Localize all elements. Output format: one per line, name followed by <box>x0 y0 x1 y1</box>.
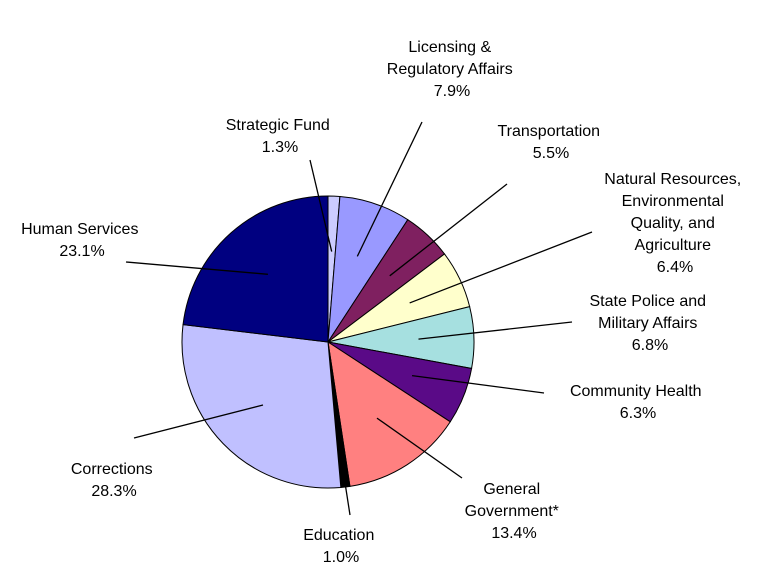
leader-line-general-government <box>376 417 463 479</box>
pie-slice-general-government <box>327 340 451 487</box>
leader-line-corrections <box>133 404 264 439</box>
label-natural-resources-line2: Environmental <box>622 193 724 210</box>
label-strategic-fund: Strategic Fund 1.3% <box>226 117 335 156</box>
label-general-government-value: 13.4% <box>491 525 536 542</box>
leader-line-strategic-fund <box>309 159 333 252</box>
label-state-police-value: 6.8% <box>632 337 668 354</box>
label-human-services: Human Services 23.1% <box>21 221 143 260</box>
leader-line-human-services <box>125 261 268 275</box>
label-state-police-line1: State Police and <box>590 293 707 310</box>
leader-line-community-health <box>411 374 545 394</box>
label-natural-resources-line4: Agriculture <box>635 237 712 254</box>
label-education: Education 1.0% <box>303 527 379 566</box>
label-general-government: General Government* 13.4% <box>465 481 564 542</box>
label-natural-resources-line1: Natural Resources, <box>604 171 741 188</box>
label-state-police-line2: Military Affairs <box>598 315 697 332</box>
label-human-services-name: Human Services <box>21 221 138 238</box>
leader-line-state-police-and-military-affairs <box>418 321 573 340</box>
leader-line-education <box>343 479 351 516</box>
label-human-services-value: 23.1% <box>59 243 104 260</box>
leader-line-licensing-regulatory-affairs <box>356 121 423 257</box>
label-corrections-value: 28.3% <box>91 483 136 500</box>
label-corrections-name: Corrections <box>71 461 153 478</box>
label-corrections: Corrections 28.3% <box>71 461 157 500</box>
label-strategic-fund-name: Strategic Fund <box>226 117 330 134</box>
label-community-health-value: 6.3% <box>620 405 656 422</box>
label-natural-resources-line3: Quality, and <box>631 215 715 232</box>
label-licensing: Licensing & Regulatory Affairs 7.9% <box>387 39 517 100</box>
label-transportation-value: 5.5% <box>533 145 569 162</box>
label-licensing-line2: Regulatory Affairs <box>387 61 513 78</box>
pie-slices <box>181 195 475 489</box>
label-transportation-name: Transportation <box>497 123 600 140</box>
label-licensing-value: 7.9% <box>434 83 470 100</box>
label-strategic-fund-value: 1.3% <box>262 139 298 156</box>
leader-line-transportation <box>389 183 508 277</box>
label-education-value: 1.0% <box>323 549 359 566</box>
label-natural-resources: Natural Resources, Environmental Quality… <box>604 171 745 276</box>
leader-lines <box>125 121 593 516</box>
label-general-government-line2: Government* <box>465 503 559 520</box>
label-natural-resources-value: 6.4% <box>657 259 693 276</box>
label-general-government-line1: General <box>483 481 540 498</box>
label-community-health-name: Community Health <box>570 383 702 400</box>
label-education-name: Education <box>303 527 374 544</box>
label-licensing-line1: Licensing & <box>408 39 491 56</box>
label-state-police: State Police and Military Affairs 6.8% <box>590 293 711 354</box>
leader-line-natural-resources-environmental-quality-and-agriculture <box>409 231 593 304</box>
label-community-health: Community Health 6.3% <box>570 383 706 422</box>
label-transportation: Transportation 5.5% <box>497 123 604 162</box>
pie-slice-corrections <box>181 324 342 489</box>
pie-slice-human-services <box>182 195 329 343</box>
